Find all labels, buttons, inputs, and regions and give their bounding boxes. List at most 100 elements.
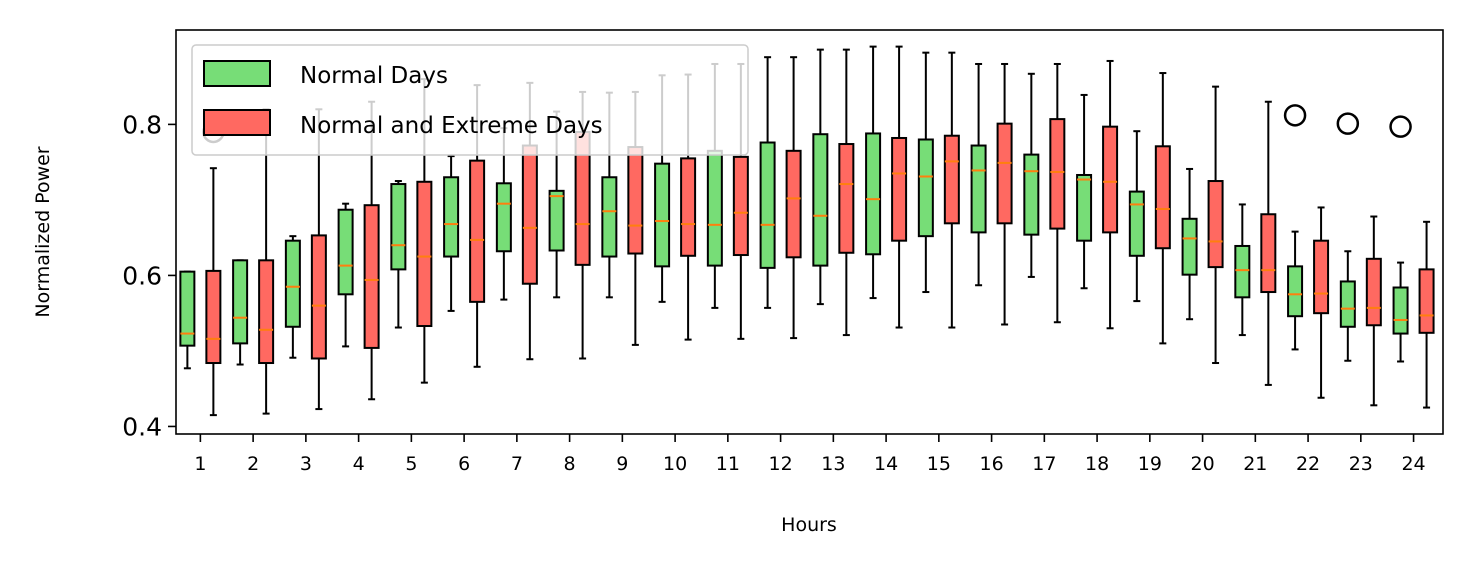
- legend: Normal Days Normal and Extreme Days: [191, 44, 749, 156]
- iqr-box: [205, 269, 222, 365]
- box-normal-days: [759, 56, 776, 309]
- iqr-box: [469, 159, 486, 303]
- box-normal-days: [443, 155, 460, 312]
- plot-area: [179, 45, 1435, 417]
- x-axis: 1 2 3 4 5 6 7 8 9 10 11 12 13 14 15 16 17 18 19 20 21 22 23 24: [194, 434, 1426, 475]
- x-tick-label: 12: [769, 453, 793, 475]
- legend-frame: [191, 44, 749, 156]
- box-normal-days: [1076, 93, 1093, 290]
- box-normal-extreme-days: [996, 62, 1013, 326]
- iqr-box: [970, 144, 987, 234]
- iqr-box: [706, 149, 723, 267]
- iqr-box: [1023, 153, 1040, 236]
- box-normal-days: [865, 45, 882, 300]
- box-normal-extreme-days: [1260, 100, 1277, 386]
- iqr-box: [759, 141, 776, 269]
- x-tick-label: 11: [716, 453, 740, 475]
- box-normal-days: [1283, 104, 1307, 351]
- iqr-box: [179, 270, 196, 347]
- iqr-box: [1076, 173, 1093, 242]
- x-tick-label: 15: [927, 453, 951, 475]
- iqr-box: [1049, 118, 1066, 230]
- y-axis-label: Normalized Power: [32, 146, 54, 317]
- x-tick-label: 16: [979, 453, 1003, 475]
- iqr-box: [1128, 190, 1145, 257]
- legend-swatch-normal-days: [203, 60, 271, 87]
- x-tick-label: 17: [1032, 453, 1056, 475]
- iqr-box: [416, 180, 433, 328]
- box-normal-extreme-days: [469, 84, 486, 368]
- box-normal-days: [284, 235, 301, 359]
- iqr-box: [284, 239, 301, 328]
- box-normal-extreme-days: [1049, 62, 1066, 324]
- x-tick-label: 2: [247, 453, 259, 475]
- x-tick-label: 1: [194, 453, 206, 475]
- x-tick-label: 13: [821, 453, 845, 475]
- box-normal-days: [495, 127, 512, 301]
- box-normal-days: [1181, 167, 1198, 321]
- box-normal-days: [337, 202, 354, 348]
- box-normal-days: [1023, 72, 1040, 278]
- x-tick-label: 5: [405, 453, 417, 475]
- x-tick-label: 14: [874, 453, 898, 475]
- y-tick-label: 0.8: [122, 110, 162, 139]
- iqr-box: [1339, 280, 1356, 328]
- box-normal-extreme-days: [1365, 215, 1382, 407]
- iqr-box: [258, 259, 275, 365]
- iqr-box: [232, 259, 249, 345]
- box-normal-days: [1389, 115, 1412, 363]
- iqr-box: [1181, 217, 1198, 276]
- iqr-box: [680, 157, 697, 257]
- iqr-box: [891, 136, 908, 242]
- x-tick-label: 4: [353, 453, 365, 475]
- box-normal-extreme-days: [785, 56, 802, 340]
- box-normal-extreme-days: [1418, 220, 1435, 409]
- x-tick-label: 8: [564, 453, 576, 475]
- x-tick-label: 3: [300, 453, 312, 475]
- iqr-box: [1234, 244, 1251, 299]
- outlier-point: [1336, 112, 1360, 135]
- iqr-box: [1365, 257, 1382, 327]
- legend-label-normal-extreme-days: Normal and Extreme Days: [300, 113, 603, 139]
- box-normal-extreme-days: [1207, 85, 1224, 365]
- y-tick-label: 0.6: [122, 261, 162, 290]
- x-tick-label: 22: [1296, 453, 1320, 475]
- iqr-box: [732, 155, 749, 257]
- iqr-box: [1287, 265, 1304, 318]
- iqr-box: [943, 134, 960, 225]
- box-normal-extreme-days: [943, 51, 960, 329]
- x-tick-label: 20: [1190, 453, 1214, 475]
- box-normal-extreme-days: [1102, 59, 1119, 330]
- x-axis-label: Hours: [781, 514, 837, 536]
- y-tick-label: 0.4: [122, 412, 162, 441]
- box-normal-extreme-days: [1313, 206, 1330, 399]
- iqr-box: [838, 143, 855, 254]
- iqr-box: [996, 122, 1013, 225]
- box-normal-extreme-days: [838, 48, 855, 337]
- outlier-point: [1389, 115, 1412, 138]
- box-normal-days: [1336, 112, 1360, 362]
- iqr-box: [812, 133, 829, 267]
- iqr-box: [1207, 180, 1224, 269]
- box-normal-days: [917, 51, 934, 294]
- x-tick-label: 24: [1401, 453, 1425, 475]
- x-tick-label: 23: [1349, 453, 1373, 475]
- iqr-box: [1392, 286, 1409, 335]
- iqr-box: [495, 182, 512, 253]
- x-tick-label: 21: [1243, 453, 1267, 475]
- iqr-box: [443, 176, 460, 258]
- box-normal-days: [1128, 130, 1145, 303]
- iqr-box: [521, 144, 538, 285]
- box-normal-days: [970, 62, 987, 287]
- iqr-box: [865, 132, 882, 256]
- legend-label-normal-days: Normal Days: [300, 63, 448, 89]
- x-tick-label: 19: [1138, 453, 1162, 475]
- x-tick-label: 9: [616, 453, 628, 475]
- iqr-box: [785, 149, 802, 259]
- y-axis: 0.4 0.6 0.8: [122, 110, 176, 441]
- x-tick-label: 18: [1085, 453, 1109, 475]
- box-normal-days: [390, 180, 407, 329]
- box-normal-days: [232, 259, 249, 366]
- box-normal-days: [812, 48, 829, 306]
